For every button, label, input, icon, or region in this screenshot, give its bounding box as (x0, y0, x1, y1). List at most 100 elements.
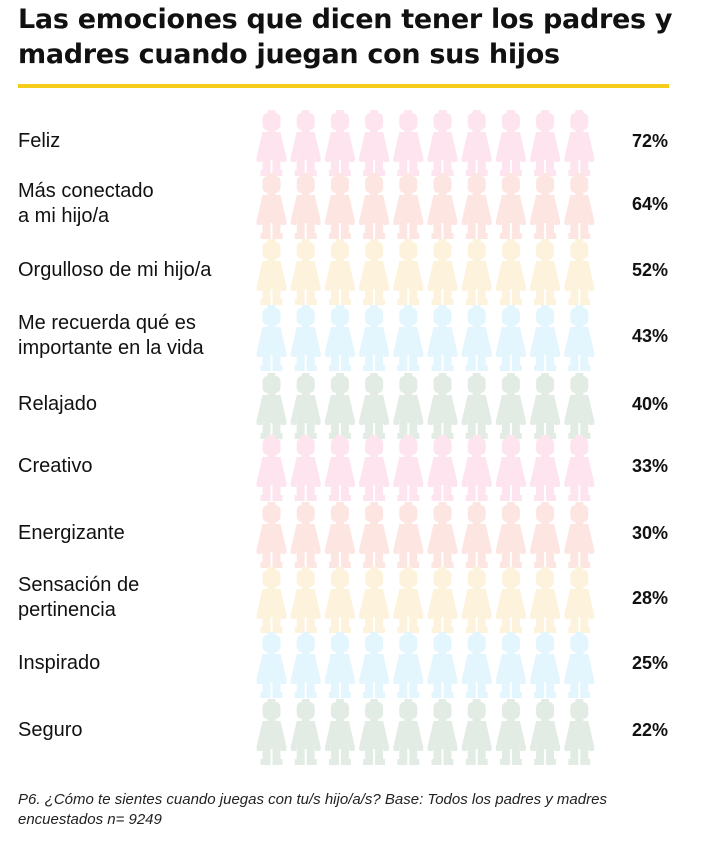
minifigure-icon (495, 110, 526, 176)
minifigure-icon (461, 632, 492, 698)
minifigure-icon (564, 435, 595, 501)
row-label: Seguro (18, 718, 83, 741)
minifigure-icon (256, 110, 287, 176)
minifigure-icon (324, 110, 355, 176)
minifigure-icon (530, 110, 561, 176)
minifigure-icon (324, 502, 355, 568)
minifigure-icon (564, 699, 595, 765)
minifigure-icon (256, 632, 287, 698)
pictogram-row (256, 373, 595, 439)
minifigure-icon (324, 567, 355, 633)
minifigure-icon (427, 305, 458, 371)
value-label: 30% (632, 523, 669, 543)
minifigure-icon (564, 305, 595, 371)
minifigure-icon (290, 305, 321, 371)
minifigure-icon (324, 305, 355, 371)
minifigure-icon (495, 699, 526, 765)
value-label: 52% (632, 260, 669, 280)
row-label: Inspirado (18, 651, 101, 674)
minifigure-icon (564, 239, 595, 305)
minifigure-icon (461, 305, 492, 371)
minifigure-icon (290, 632, 321, 698)
minifigure-icon (359, 305, 390, 371)
minifigure-icon (393, 699, 424, 765)
minifigure-icon (393, 373, 424, 439)
minifigure-icon (495, 567, 526, 633)
minifigure-icon (324, 632, 355, 698)
pictogram-row (256, 173, 595, 239)
minifigure-icon (530, 239, 561, 305)
minifigure-icon (427, 567, 458, 633)
minifigure-icon (256, 239, 287, 305)
minifigure-icon (393, 435, 424, 501)
minifigure-icon (530, 435, 561, 501)
minifigure-icon (495, 173, 526, 239)
minifigure-icon (564, 502, 595, 568)
minifigure-icon (427, 110, 458, 176)
minifigure-icon (495, 305, 526, 371)
minifigure-icon (461, 699, 492, 765)
minifigure-icon (427, 699, 458, 765)
minifigure-icon (324, 173, 355, 239)
row-label: Feliz (18, 129, 61, 152)
minifigure-icon (564, 567, 595, 633)
footnote: P6. ¿Cómo te sientes cuando juegas con t… (18, 791, 607, 828)
minifigure-icon (324, 699, 355, 765)
chart-title: Las emociones que dicen tener los padres… (18, 4, 673, 70)
pictogram-row (256, 699, 595, 765)
minifigure-icon (427, 632, 458, 698)
minifigure-icon (290, 567, 321, 633)
pictogram-row (256, 110, 595, 176)
minifigure-icon (393, 173, 424, 239)
minifigure-icon (290, 502, 321, 568)
minifigure-icon (324, 373, 355, 439)
pictogram-row (256, 567, 595, 633)
row-label: Orgulloso de mi hijo/a (18, 258, 212, 281)
minifigure-icon (359, 373, 390, 439)
minifigure-icon (461, 173, 492, 239)
minifigure-icon (393, 502, 424, 568)
minifigure-icon (290, 239, 321, 305)
minifigure-icon (290, 110, 321, 176)
minifigure-icon (359, 110, 390, 176)
minifigure-icon (461, 502, 492, 568)
row-label: Más conectado a mi hijo/a (18, 180, 154, 227)
minifigure-icon (359, 239, 390, 305)
minifigure-icon (564, 373, 595, 439)
minifigure-icon (564, 173, 595, 239)
value-label: 22% (632, 720, 669, 740)
minifigure-icon (256, 373, 287, 439)
value-label: 33% (632, 456, 669, 476)
minifigure-icon (495, 632, 526, 698)
minifigure-icon (256, 173, 287, 239)
minifigure-icon (461, 373, 492, 439)
minifigure-icon (461, 567, 492, 633)
minifigure-icon (461, 239, 492, 305)
value-label: 40% (632, 394, 669, 414)
title-underline (18, 84, 669, 88)
value-label: 25% (632, 653, 669, 673)
minifigure-icon (359, 567, 390, 633)
minifigure-icon (393, 567, 424, 633)
minifigure-icon (427, 435, 458, 501)
minifigure-icon (256, 502, 287, 568)
minifigure-icon (564, 632, 595, 698)
row-label: Sensación de pertinencia (18, 574, 140, 621)
minifigure-icon (324, 239, 355, 305)
minifigure-icon (530, 173, 561, 239)
minifigure-icon (530, 632, 561, 698)
minifigure-icon (359, 502, 390, 568)
minifigure-icon (256, 305, 287, 371)
minifigure-icon (290, 373, 321, 439)
row-label: Creativo (18, 454, 93, 477)
minifigure-icon (461, 110, 492, 176)
minifigure-icon (393, 110, 424, 176)
pictogram-row (256, 305, 595, 371)
minifigure-icon (290, 173, 321, 239)
value-label: 64% (632, 194, 669, 214)
minifigure-icon (427, 173, 458, 239)
value-label: 43% (632, 326, 669, 346)
minifigure-icon (393, 239, 424, 305)
pictogram-row (256, 239, 595, 305)
minifigure-icon (427, 239, 458, 305)
